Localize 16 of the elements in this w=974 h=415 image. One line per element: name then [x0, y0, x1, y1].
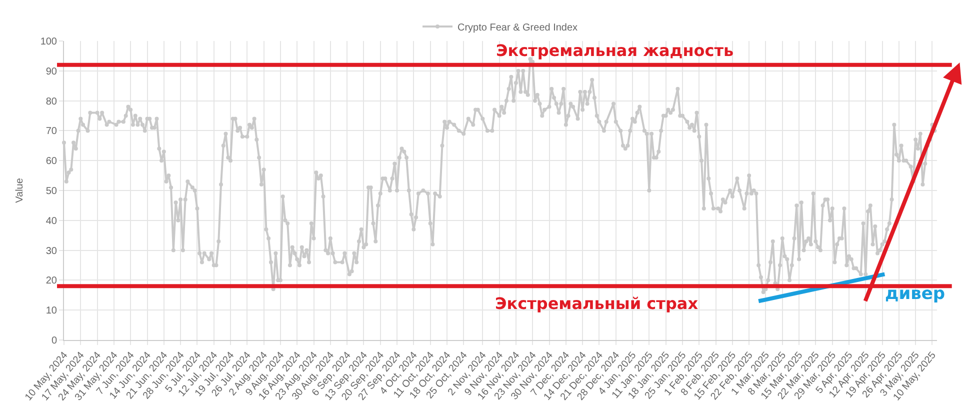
y-tick-label: 100: [40, 36, 58, 48]
y-tick-label: 90: [46, 66, 58, 78]
y-tick-label: 20: [46, 276, 58, 287]
y-tick-label: 80: [46, 96, 58, 108]
y-tick-label: 50: [46, 186, 58, 197]
y-tick-label: 0: [51, 336, 58, 346]
y-tick-label: 60: [46, 156, 58, 168]
y-tick-label: 30: [46, 246, 58, 257]
ref-line-label: Экстремальный страх: [495, 294, 699, 313]
y-axis-title: Value: [14, 178, 26, 203]
y-tick-label: 10: [46, 306, 58, 317]
ref-line-label: Экстремальная жадность: [496, 41, 734, 60]
series-label: дивер: [885, 284, 946, 304]
y-tick-label: 70: [46, 126, 58, 138]
legend-label: Crypto Fear & Greed Index: [458, 22, 578, 34]
y-tick-label: 40: [46, 216, 58, 227]
